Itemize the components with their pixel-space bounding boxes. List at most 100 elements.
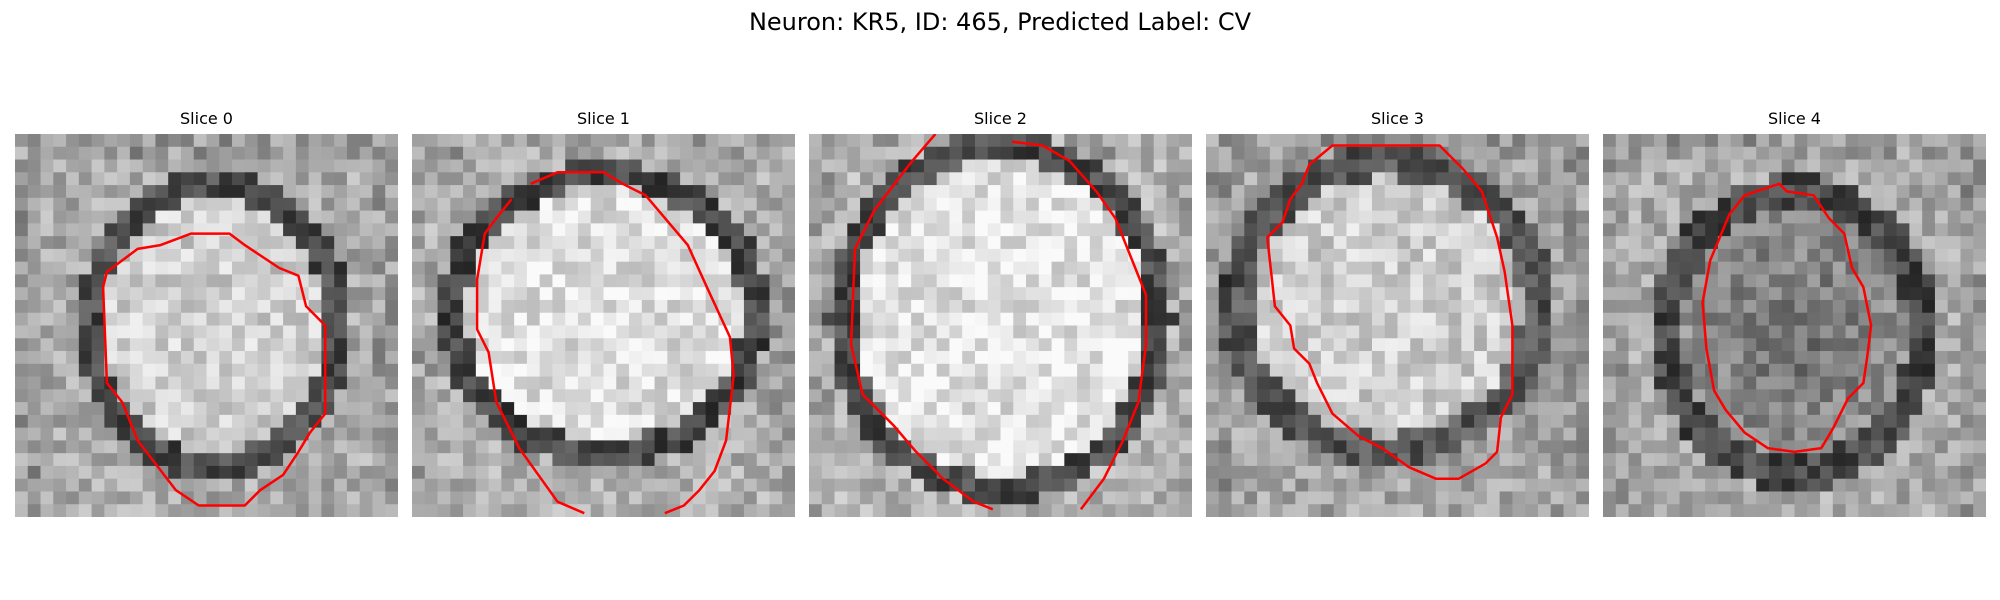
image-pixel bbox=[860, 338, 874, 352]
image-pixel bbox=[1525, 504, 1539, 517]
image-pixel bbox=[104, 236, 118, 250]
image-pixel bbox=[1525, 236, 1539, 250]
image-pixel bbox=[1179, 185, 1192, 199]
image-pixel bbox=[1257, 197, 1271, 211]
image-pixel bbox=[1794, 261, 1808, 275]
image-pixel bbox=[782, 248, 795, 263]
image-pixel bbox=[1013, 414, 1027, 429]
image-pixel bbox=[718, 287, 732, 301]
image-pixel bbox=[1756, 210, 1770, 224]
image-pixel bbox=[1794, 146, 1808, 160]
image-pixel bbox=[821, 274, 835, 288]
image-pixel bbox=[1807, 274, 1821, 288]
image-pixel bbox=[308, 210, 322, 224]
image-pixel bbox=[346, 402, 361, 416]
image-pixel bbox=[1934, 389, 1949, 403]
image-pixel bbox=[232, 287, 246, 301]
image-pixel bbox=[911, 197, 925, 211]
image-pixel bbox=[1410, 261, 1424, 275]
image-pixel bbox=[1000, 210, 1014, 224]
image-pixel bbox=[1013, 351, 1027, 365]
image-pixel bbox=[129, 402, 144, 416]
image-pixel bbox=[705, 134, 719, 148]
image-pixel bbox=[1576, 363, 1589, 377]
image-pixel bbox=[1461, 172, 1475, 186]
image-pixel bbox=[257, 504, 271, 517]
image-pixel bbox=[117, 338, 131, 352]
image-pixel bbox=[847, 427, 861, 441]
image-pixel bbox=[885, 402, 899, 416]
image-pixel bbox=[1563, 440, 1577, 454]
image-pixel bbox=[1115, 465, 1129, 480]
image-pixel bbox=[424, 248, 438, 263]
image-pixel bbox=[1206, 427, 1220, 441]
image-pixel bbox=[1641, 453, 1655, 467]
image-pixel bbox=[629, 351, 643, 365]
image-pixel bbox=[872, 478, 886, 492]
image-pixel bbox=[1717, 159, 1732, 173]
image-pixel bbox=[1486, 159, 1501, 173]
image-pixel bbox=[616, 146, 630, 160]
image-pixel bbox=[129, 414, 144, 429]
image-pixel bbox=[1550, 402, 1564, 416]
image-pixel bbox=[629, 363, 643, 377]
image-pixel bbox=[346, 287, 361, 301]
image-pixel bbox=[577, 159, 592, 173]
image-pixel bbox=[501, 376, 515, 390]
image-pixel bbox=[1026, 287, 1040, 301]
image-pixel bbox=[412, 402, 426, 416]
image-pixel bbox=[565, 223, 579, 237]
image-pixel bbox=[1153, 504, 1167, 517]
image-pixel bbox=[603, 223, 617, 237]
image-pixel bbox=[756, 491, 770, 505]
image-pixel bbox=[359, 134, 373, 148]
image-pixel bbox=[321, 478, 335, 492]
image-pixel bbox=[104, 465, 118, 480]
image-pixel bbox=[872, 261, 886, 275]
image-pixel bbox=[1102, 504, 1116, 517]
image-pixel bbox=[539, 351, 553, 365]
image-pixel bbox=[1000, 287, 1014, 301]
image-pixel bbox=[359, 351, 373, 365]
image-pixel bbox=[1038, 287, 1052, 301]
image-pixel bbox=[603, 274, 617, 288]
image-pixel bbox=[1269, 402, 1283, 416]
image-pixel bbox=[78, 172, 92, 186]
image-pixel bbox=[1410, 248, 1424, 263]
image-pixel bbox=[1705, 363, 1719, 377]
image-pixel bbox=[1000, 414, 1014, 429]
image-pixel bbox=[1550, 427, 1564, 441]
image-pixel bbox=[1807, 351, 1821, 365]
image-pixel bbox=[1140, 376, 1155, 390]
image-pixel bbox=[1960, 453, 1974, 467]
image-pixel bbox=[424, 504, 438, 517]
image-pixel bbox=[1000, 134, 1014, 148]
image-pixel bbox=[872, 134, 886, 148]
image-pixel bbox=[232, 414, 246, 429]
image-pixel bbox=[1308, 248, 1322, 263]
image-pixel bbox=[270, 287, 284, 301]
image-pixel bbox=[308, 146, 322, 160]
image-pixel bbox=[117, 325, 131, 339]
image-pixel bbox=[641, 274, 655, 288]
image-pixel bbox=[372, 287, 386, 301]
image-pixel bbox=[372, 376, 386, 390]
image-pixel bbox=[692, 465, 707, 480]
image-pixel bbox=[1486, 453, 1501, 467]
image-pixel bbox=[1973, 299, 1986, 314]
image-pixel bbox=[1333, 210, 1347, 224]
image-pixel bbox=[552, 261, 566, 275]
image-pixel bbox=[1807, 414, 1821, 429]
image-pixel bbox=[847, 376, 861, 390]
image-pixel bbox=[641, 478, 655, 492]
image-pixel bbox=[117, 414, 131, 429]
image-pixel bbox=[1320, 248, 1335, 263]
image-pixel bbox=[308, 197, 322, 211]
image-pixel bbox=[1947, 338, 1961, 352]
image-pixel bbox=[654, 261, 668, 275]
image-pixel bbox=[1346, 465, 1360, 480]
image-pixel bbox=[1461, 236, 1475, 250]
image-pixel bbox=[743, 146, 758, 160]
image-pixel bbox=[1525, 389, 1539, 403]
image-pixel bbox=[526, 325, 541, 339]
